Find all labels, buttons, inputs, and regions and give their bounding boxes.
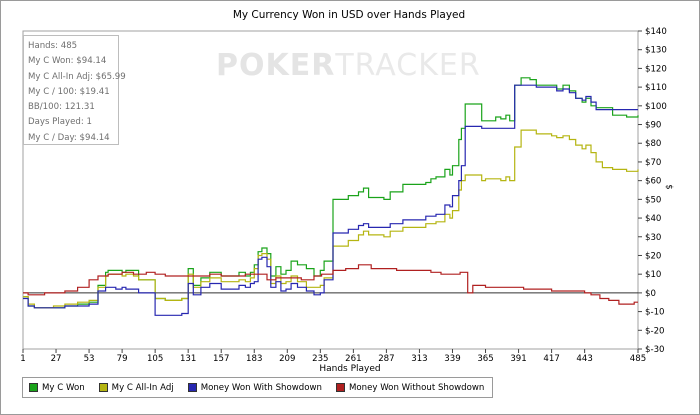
watermark-part1: POKER [216, 48, 336, 83]
stat-hands: Hands: 485 [28, 41, 78, 51]
y-tick-label: $0 [645, 289, 656, 299]
y-tick-label: $70 [645, 158, 661, 168]
legend-label: My C All-In Adj [111, 382, 174, 393]
stat-per-day: My C / Day: $94.14 [28, 132, 110, 143]
stat-won: My C Won: $94.14 [28, 56, 107, 67]
watermark-part2: TRACKER [335, 48, 481, 83]
y-tick-label: $120 [645, 64, 667, 74]
x-tick-label: 443 [576, 354, 592, 364]
y-tick-label: $60 [645, 177, 661, 187]
x-axis-label: Hands Played [319, 364, 381, 374]
y-tick-label: $20 [645, 251, 661, 261]
y-tick-label: $90 [645, 121, 661, 131]
x-tick-label: 183 [246, 354, 262, 364]
x-tick-label: 485 [630, 354, 646, 364]
legend-label: Money Won With Showdown [200, 382, 322, 393]
pokertracker-watermark: POKERTRACKER [216, 48, 481, 83]
chart-legend: My C Won My C All-In Adj Money Won With … [22, 377, 494, 398]
x-tick-label: 1 [20, 354, 25, 364]
stat-per-100: My C / 100: $19.41 [28, 86, 110, 97]
y-axis-label: $ [663, 184, 674, 190]
legend-item-without-showdown[interactable]: Money Won Without Showdown [330, 383, 492, 393]
x-tick-label: 365 [477, 354, 493, 364]
legend-label: My C Won [42, 382, 85, 393]
x-tick-label: 235 [312, 354, 328, 364]
y-tick-label: $140 [645, 27, 667, 37]
series-line-4 [23, 264, 638, 305]
y-tick-label: $130 [645, 46, 667, 56]
y-tick-label: $-20 [645, 326, 665, 336]
chart-title: My Currency Won in USD over Hands Played [232, 9, 466, 21]
x-tick-label: 157 [213, 354, 229, 364]
x-tick-label: 27 [51, 354, 62, 364]
y-tick-label: $50 [645, 195, 661, 205]
legend-swatch [98, 383, 108, 392]
legend-swatch [187, 383, 197, 392]
x-tick-label: 131 [180, 354, 196, 364]
x-tick-label: 261 [345, 354, 361, 364]
x-tick-label: 53 [84, 354, 95, 364]
y-tick-label: $40 [645, 214, 661, 224]
y-tick-label: $-30 [645, 345, 665, 355]
x-tick-label: 339 [444, 354, 460, 364]
series-line-2 [23, 129, 639, 309]
series-line-3 [23, 84, 638, 316]
x-tick-label: 79 [117, 354, 128, 364]
legend-swatch [335, 383, 345, 392]
legend-item-my-c-won[interactable]: My C Won [23, 383, 93, 393]
stat-bb-per-100: BB/100: 121.31 [28, 102, 95, 113]
x-tick-label: 313 [411, 354, 427, 364]
stats-box: Hands: 485 My C Won: $94.14 My C All-In … [23, 35, 126, 145]
y-tick-label: $30 [645, 233, 661, 243]
stat-days-played: Days Played: 1 [28, 117, 92, 128]
y-tick-label: $110 [645, 83, 667, 93]
legend-label: Money Won Without Showdown [348, 382, 485, 393]
y-tick-label: $10 [645, 270, 661, 280]
plot-area [22, 30, 639, 350]
x-tick-label: 391 [510, 354, 526, 364]
x-tick-label: 287 [378, 354, 394, 364]
x-tick-label: 105 [147, 354, 163, 364]
y-tick-label: $100 [645, 102, 667, 112]
y-tick-label: $-10 [645, 308, 665, 318]
y-tick-label: $80 [645, 139, 661, 149]
legend-swatch [29, 383, 38, 392]
x-tick-label: 417 [543, 354, 559, 364]
x-tick-label: 209 [279, 354, 295, 364]
legend-item-my-c-all-in-adj[interactable]: My C All-In Adj [93, 383, 182, 393]
stat-allin-adj: My C All-In Adj: $65.99 [28, 71, 126, 82]
legend-item-with-showdown[interactable]: Money Won With Showdown [182, 383, 330, 393]
